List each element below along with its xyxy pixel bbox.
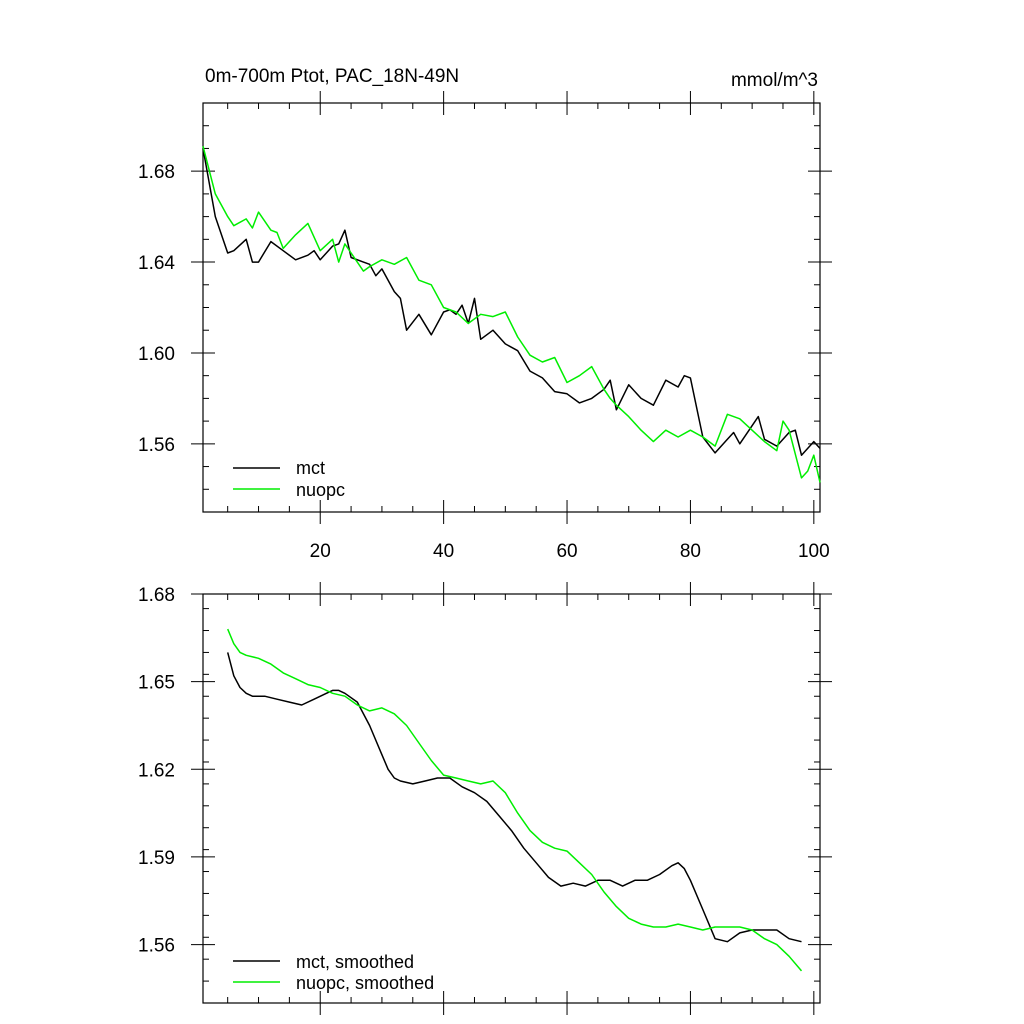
series-line-mct-smoothed (226, 652, 802, 943)
series-line-nuopc (202, 146, 821, 483)
chart-title: 0m-700m Ptot, PAC_18N-49N (205, 66, 459, 87)
x-tick-label: 40 (433, 541, 454, 562)
y-tick-label: 1.68 (138, 585, 175, 606)
legend: mct nuopc (233, 458, 345, 500)
x-tick-label: 80 (680, 541, 701, 562)
y-tick-label: 1.64 (138, 253, 175, 274)
plot-frame (202, 593, 821, 1004)
legend-label-mct-smoothed: mct, smoothed (296, 952, 414, 972)
legend-label-nuopc: nuopc (296, 480, 345, 500)
top-panel: 0m-700m Ptot, PAC_18N-49N mmol/m^3 20 40 6… (138, 66, 832, 562)
y-tick-label: 1.60 (138, 344, 175, 365)
series-line-mct (202, 148, 821, 456)
plot-frame (202, 102, 821, 513)
series-line-nuopc-smoothed (227, 628, 803, 972)
y-tick-label: 1.56 (138, 936, 175, 957)
legend-label-mct: mct (296, 458, 325, 478)
y-tick-label: 1.62 (138, 760, 175, 781)
y-tick-label: 1.59 (138, 848, 175, 869)
legend-label-nuopc-smoothed: nuopc, smoothed (296, 973, 434, 993)
x-tick-label: 20 (310, 541, 331, 562)
units-label: mmol/m^3 (731, 70, 818, 91)
y-tick-label: 1.68 (138, 162, 175, 183)
bottom-panel: 1.56 1.59 1.62 1.65 1.68 mct, smoothed nuopc… (138, 582, 832, 1015)
legend: mct, smoothed nuopc, smoothed (233, 952, 434, 993)
y-tick-label: 1.56 (138, 435, 175, 456)
x-tick-label: 60 (556, 541, 577, 562)
x-tick-label: 100 (798, 541, 830, 562)
y-tick-label: 1.65 (138, 673, 175, 694)
